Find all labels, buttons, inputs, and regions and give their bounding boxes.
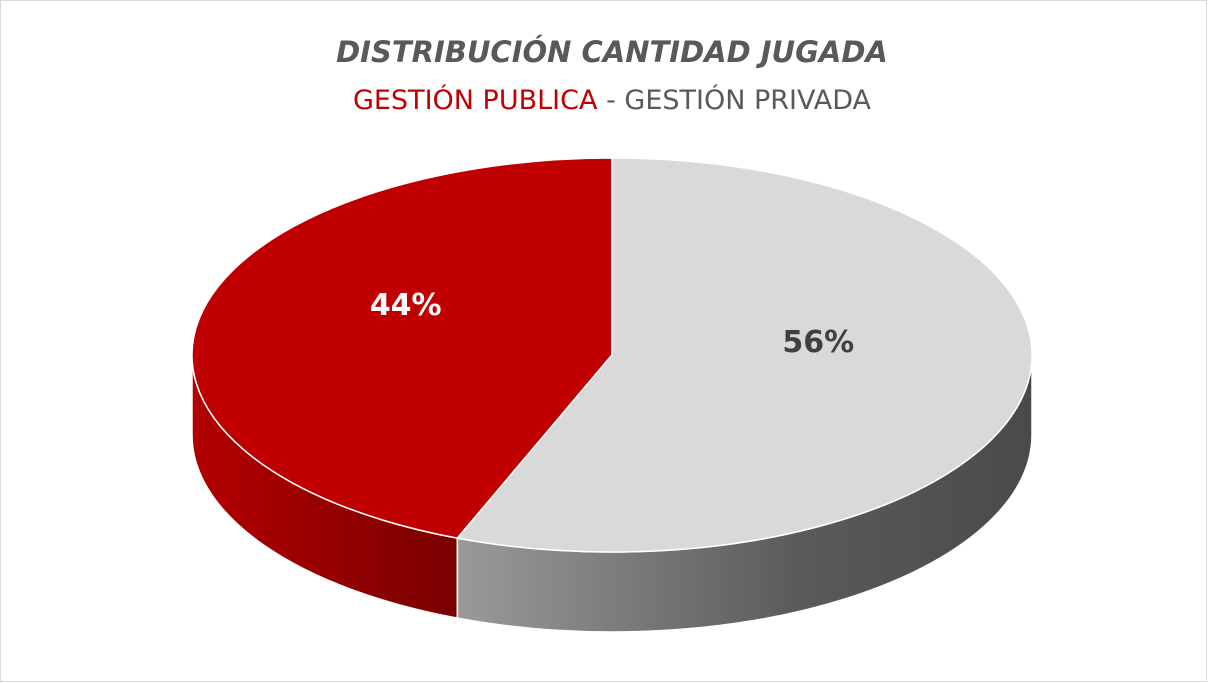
legend-entry: GESTIÓN PUBLICA <box>353 84 598 116</box>
subtitle-separator: - <box>606 85 616 116</box>
chart-title: DISTRIBUCIÓN CANTIDAD JUGADA <box>336 35 888 69</box>
slice <box>191 157 613 539</box>
legend-entry: GESTIÓN PRIVADA <box>624 84 871 116</box>
data-label: 56% <box>782 325 854 360</box>
slice <box>455 157 1033 553</box>
chart-subtitle: GESTIÓN PUBLICA - GESTIÓN PRIVADA <box>353 84 872 116</box>
data-label: 44% <box>370 288 442 323</box>
